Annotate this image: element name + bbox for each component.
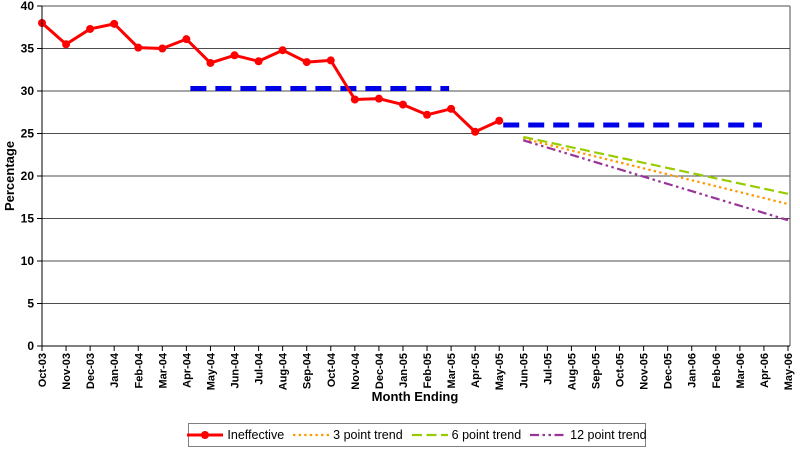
legend-sample-12-point-trend [530,433,567,437]
data-point-marker [278,46,287,55]
legend-label: 3 point trend [333,428,403,442]
data-point-marker [326,56,335,65]
y-tick-label: 15 [21,212,35,226]
legend-label: 12 point trend [570,428,647,442]
series-ineffective [38,19,504,136]
data-point-marker [350,95,359,104]
y-tick-label: 25 [21,127,35,141]
y-tick-label: 10 [21,254,35,268]
data-point-marker [182,35,191,44]
y-tick-label: 35 [21,42,35,56]
legend-label: Ineffective [227,428,285,442]
x-tick-label: Nov-04 [350,352,362,390]
x-tick-label: Jul-04 [254,352,266,385]
y-tick-label: 0 [27,339,34,353]
x-tick-label: Oct-03 [37,353,49,387]
x-tick-label: Jun-05 [518,353,530,388]
x-axis-title: Month Ending [372,389,459,404]
legend-item-ineffective: Ineffective [187,428,284,442]
x-tick-label: May-06 [783,353,795,390]
x-tick-label: Nov-03 [61,353,73,390]
data-point-marker [134,43,143,52]
line-chart: 0 5 10 15 20 25 30 35 40 Oct-03 Nov-03 Dec-03 Jan-04… [2,0,795,404]
x-tick-label: Aug-05 [566,353,578,390]
x-tick-label: Feb-06 [711,353,723,388]
data-point-marker [398,100,407,109]
legend-sample-6-point-trend [411,433,448,437]
x-tick-label: Jan-04 [109,352,121,388]
x-tick-label: Dec-05 [663,353,675,389]
x-tick-label: Jun-04 [230,352,242,388]
x-tick-label: Apr-04 [181,352,193,388]
y-tick-label: 40 [21,0,35,13]
x-tick-label: Dec-03 [85,353,97,389]
data-point-marker [495,116,504,125]
y-axis-title: Percentage [2,141,17,211]
legend-label: 6 point trend [451,428,522,442]
x-tick-label: Oct-05 [615,353,627,387]
x-tick-label: May-04 [205,352,217,390]
x-tick-label: Mar-05 [446,353,458,388]
x-tick-label: May-05 [494,353,506,390]
x-tick-label: Oct-04 [326,352,338,387]
x-tick-label: Nov-05 [639,353,651,390]
x-tick-label: Apr-05 [470,353,482,388]
trend-line-3-point-trend [523,137,789,206]
data-point-marker [302,58,311,67]
x-tick-label: Dec-04 [374,352,386,389]
data-point-marker [230,51,239,60]
legend-sample-3-point-trend [293,433,330,437]
chart-legend: Ineffective 3 point trend 6 point trend 12 … [187,423,647,447]
x-tick-label: Apr-06 [759,353,771,388]
data-point-marker [447,104,456,113]
x-tick-label: Jan-06 [687,353,699,388]
trend-line-12-point-trend [522,139,789,222]
y-tick-label: 20 [21,169,35,183]
x-tick-label: Jul-05 [542,353,554,385]
x-tick-label: Sep-04 [302,352,314,389]
data-point-marker [158,44,167,53]
data-point-marker [62,40,71,49]
x-tick-label: Jan-05 [398,353,410,388]
data-point-marker [110,19,119,28]
data-point-marker [254,57,263,66]
x-tick-label: Mar-04 [157,352,169,388]
y-tick-label: 30 [21,84,35,98]
x-tick-label: Feb-04 [133,352,145,388]
data-point-marker [206,58,215,67]
data-point-marker [86,24,95,33]
data-point-marker [374,94,383,103]
data-point-marker [423,110,432,119]
legend-marker-icon [201,431,210,439]
x-tick-label: Sep-05 [590,353,602,389]
y-tick-label: 5 [27,297,34,311]
legend-item-12-point-trend: 12 point trend [530,428,647,442]
data-point-marker [471,127,480,136]
x-tick-label: Aug-04 [278,352,290,390]
x-tick-label: Feb-05 [422,353,434,388]
x-tick-label: Mar-06 [735,353,747,388]
trend-line-6-point-trend [523,135,789,195]
legend-item-6-point-trend: 6 point trend [411,428,522,442]
series-line [40,21,501,134]
legend-item-3-point-trend: 3 point trend [293,428,403,442]
legend-sample-ineffective [187,431,224,439]
